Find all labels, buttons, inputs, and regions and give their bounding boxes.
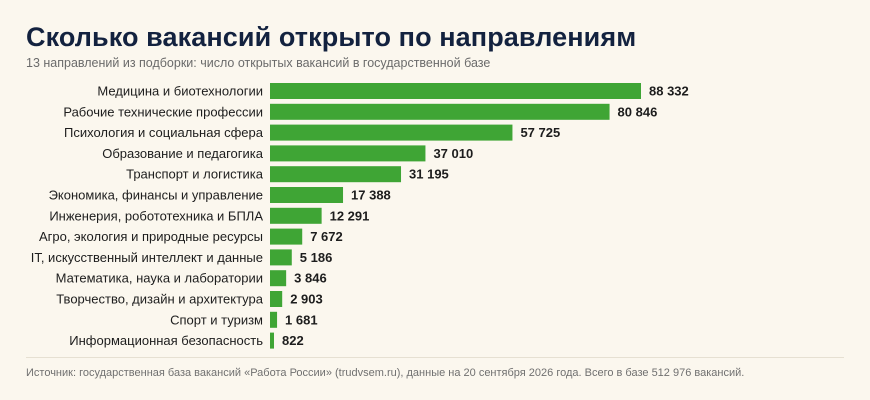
bar (270, 103, 610, 120)
value-label: 37 010 (433, 146, 473, 161)
category-label: Творчество, дизайн и архитектура (56, 292, 264, 307)
value-label: 5 186 (300, 250, 333, 265)
bar (270, 249, 292, 266)
value-label: 1 681 (285, 312, 318, 327)
bar (270, 270, 287, 287)
category-label: Математика, наука и лаборатории (56, 271, 263, 286)
value-label: 17 388 (351, 188, 391, 203)
value-label: 822 (282, 333, 304, 348)
category-label: Транспорт и логистика (126, 167, 264, 182)
value-label: 57 725 (520, 125, 560, 140)
bar (270, 187, 344, 203)
value-label: 88 332 (649, 84, 689, 99)
value-label: 31 195 (409, 167, 449, 182)
category-label: Информационная безопасность (69, 333, 263, 348)
chart-subtitle: 13 направлений из подборки: число открыт… (26, 56, 491, 70)
bar (270, 145, 426, 162)
value-label: 12 291 (330, 208, 370, 223)
bar (270, 124, 513, 141)
category-label: Образование и педагогика (102, 146, 264, 161)
bar (270, 83, 641, 99)
category-label: Экономика, финансы и управление (49, 188, 263, 203)
bar (270, 311, 278, 328)
value-label: 7 672 (310, 229, 343, 244)
category-label: Агро, экология и природные ресурсы (39, 229, 263, 244)
value-label: 3 846 (294, 271, 327, 286)
category-label: Рабочие технические профессии (63, 104, 263, 119)
bar (270, 291, 283, 307)
value-label: 80 846 (618, 104, 658, 119)
category-label: Спорт и туризм (170, 312, 263, 327)
category-label: Инженерия, робототехника и БПЛА (49, 208, 263, 223)
bar (270, 228, 303, 245)
footer-divider (26, 357, 844, 358)
category-label: Психология и социальная сфера (64, 125, 264, 140)
bar (270, 332, 274, 349)
source-note: Источник: государственная база вакансий … (26, 367, 745, 379)
category-label: Медицина и биотехнологии (97, 84, 263, 99)
value-label: 2 903 (290, 292, 323, 307)
bar (270, 166, 402, 183)
chart-title: Сколько вакансий открыто по направлениям (26, 22, 637, 52)
category-label: IT, искусственный интеллект и данные (31, 250, 263, 265)
bar (270, 207, 322, 224)
